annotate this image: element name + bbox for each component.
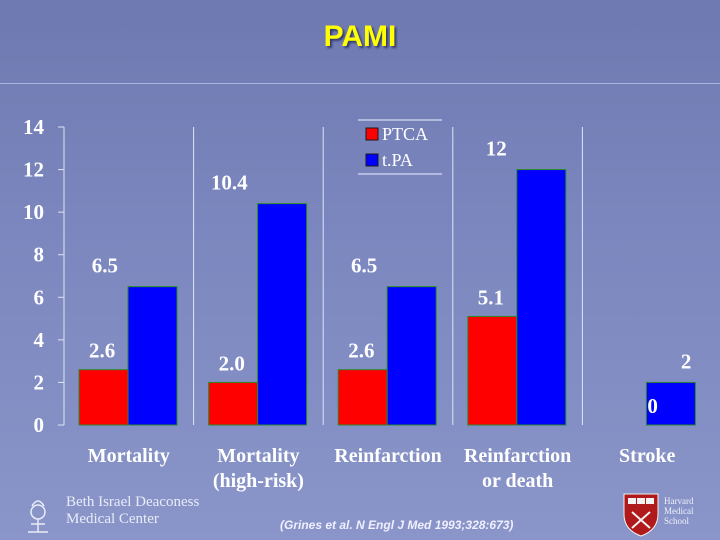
y-tick-label: 2 — [34, 370, 45, 394]
bar-ptca — [208, 381, 259, 426]
bar-tpa — [257, 203, 308, 426]
y-tick-label: 6 — [34, 285, 45, 309]
harvard-logo-text: Harvard Medical School — [664, 496, 694, 526]
harvard-name-line: School — [664, 516, 690, 526]
data-label: 6.5 — [351, 254, 377, 278]
data-label: 0 — [647, 394, 658, 418]
title-divider — [0, 83, 720, 84]
data-label: 6.5 — [92, 254, 118, 278]
bar-tpa — [516, 169, 567, 426]
bidmc-logo-text: Beth Israel Deaconess Medical Center — [66, 494, 199, 528]
data-label: 10.4 — [211, 171, 248, 195]
legend-label: PTCA — [382, 124, 428, 144]
legend-label: t.PA — [382, 150, 413, 170]
bar-tpa — [645, 381, 696, 426]
y-tick-label: 10 — [23, 200, 44, 224]
y-tick-label: 4 — [34, 328, 45, 352]
harvard-name-line: Medical — [664, 506, 694, 516]
y-tick-label: 0 — [34, 413, 45, 437]
x-category-label: Reinfarction — [334, 445, 441, 467]
legend-swatch — [365, 127, 379, 141]
bidmc-name-line: Beth Israel Deaconess — [66, 494, 200, 510]
harvard-shield-icon — [623, 493, 659, 537]
x-category-label: Stroke — [619, 445, 675, 467]
x-category-label: (high-risk) — [213, 470, 304, 492]
bar-ptca — [337, 369, 388, 426]
data-label: 2.6 — [348, 339, 374, 363]
data-label: 12 — [486, 137, 507, 161]
x-category-label: or death — [482, 470, 553, 492]
y-tick-label: 8 — [34, 243, 45, 267]
y-tick-label: 14 — [23, 115, 45, 139]
data-label: 2 — [681, 349, 692, 373]
y-tick-label: 12 — [23, 158, 44, 182]
harvard-name-line: Harvard — [664, 496, 694, 506]
bidmc-name-line: Medical Center — [66, 511, 159, 527]
x-category-label: Mortality — [217, 445, 299, 467]
legend-swatch — [365, 153, 379, 167]
bar-ptca — [78, 369, 129, 426]
bidmc-logo-icon — [28, 500, 48, 533]
data-label: 2.0 — [219, 351, 245, 375]
data-label: 5.1 — [478, 285, 504, 309]
citation: (Grines et al. N Engl J Med 1993;328:673… — [280, 518, 514, 532]
x-category-label: Mortality — [88, 445, 170, 467]
bar-tpa — [127, 286, 178, 426]
data-label: 2.6 — [89, 339, 115, 363]
bar-ptca — [467, 315, 518, 426]
x-category-label: Reinfarction — [464, 445, 571, 467]
slide-title: PAMI — [323, 20, 397, 53]
bar-tpa — [386, 286, 437, 426]
